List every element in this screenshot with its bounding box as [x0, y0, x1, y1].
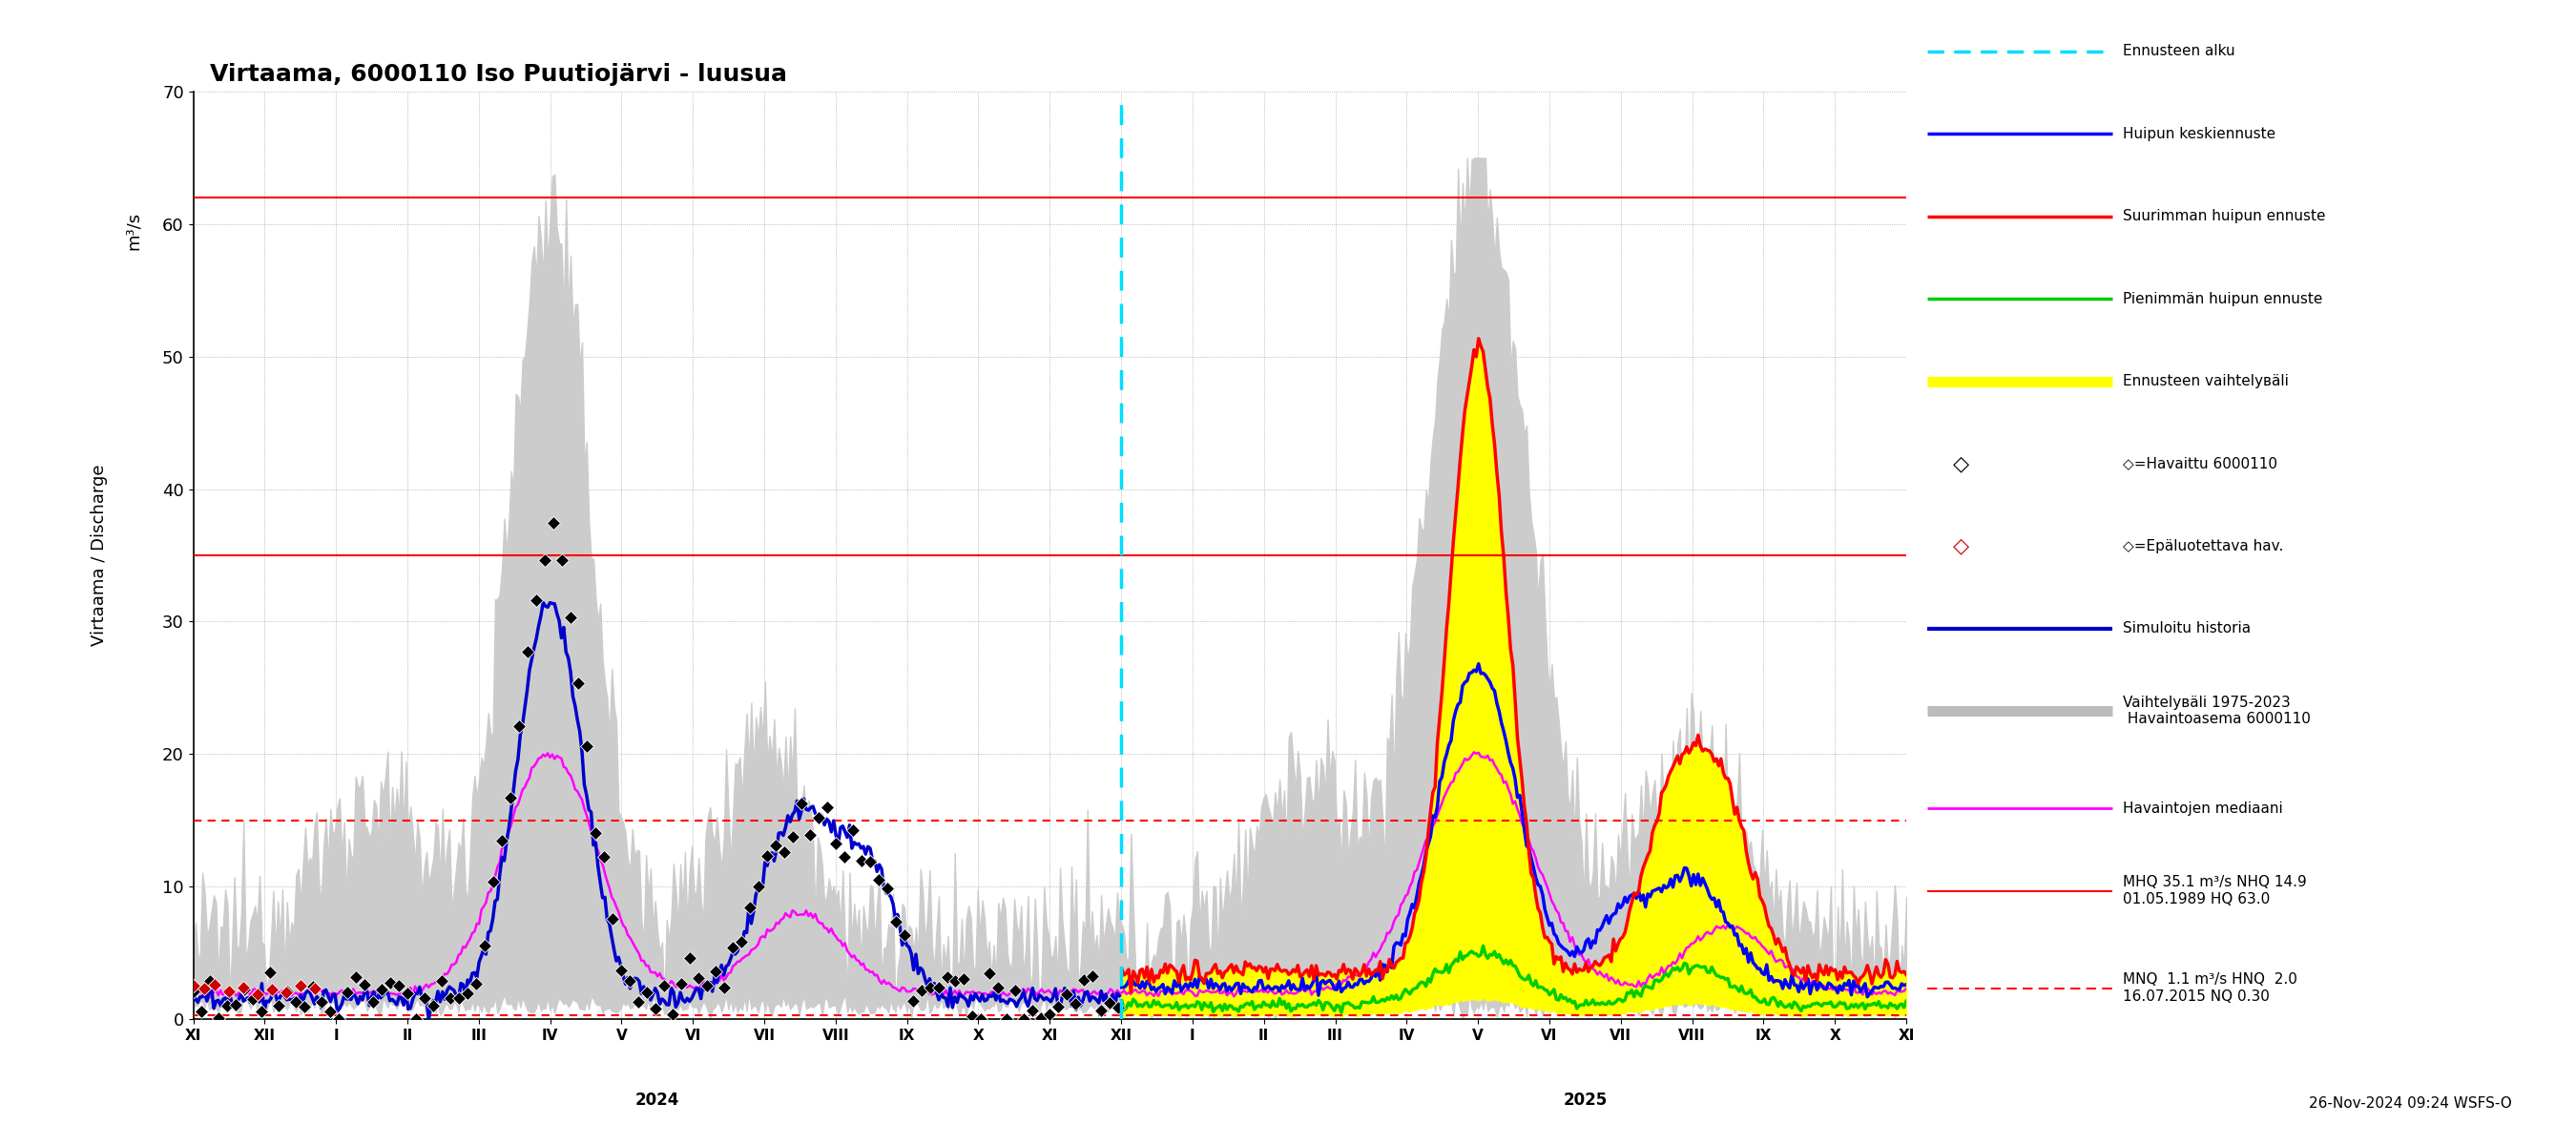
Text: Ennusteen vaihtelувäli: Ennusteen vaihtelувäli	[2123, 374, 2287, 388]
Text: Pienimmän huipun ennuste: Pienimmän huipun ennuste	[2123, 292, 2324, 306]
Text: Vaihtelувäli 1975-2023
 Havaintoasema 6000110: Vaihtelувäli 1975-2023 Havaintoasema 600…	[2123, 695, 2311, 726]
Text: MNQ  1.1 m³/s HNQ  2.0
16.07.2015 NQ 0.30: MNQ 1.1 m³/s HNQ 2.0 16.07.2015 NQ 0.30	[2123, 972, 2298, 1003]
Text: Simuloitu historia: Simuloitu historia	[2123, 622, 2251, 635]
Text: ◇=Epäluotettava hav.: ◇=Epäluotettava hav.	[2123, 539, 2282, 553]
Text: Virtaama, 6000110 Iso Puutiojärvi - luusua: Virtaama, 6000110 Iso Puutiojärvi - luus…	[211, 63, 788, 86]
Text: ◇: ◇	[1953, 537, 1968, 555]
Text: Suurimman huipun ennuste: Suurimman huipun ennuste	[2123, 210, 2326, 223]
Text: Ennusteen alku: Ennusteen alku	[2123, 45, 2236, 58]
Text: ◇: ◇	[1953, 455, 1968, 473]
Text: 26-Nov-2024 09:24 WSFS-O: 26-Nov-2024 09:24 WSFS-O	[2308, 1097, 2512, 1111]
Text: Havaintojen mediaani: Havaintojen mediaani	[2123, 802, 2282, 815]
Text: Virtaama / Discharge: Virtaama / Discharge	[90, 465, 108, 646]
Text: ◇=Havaittu 6000110: ◇=Havaittu 6000110	[2123, 457, 2277, 471]
Text: 2025: 2025	[1564, 1092, 1607, 1110]
Text: MHQ 35.1 m³/s NHQ 14.9
01.05.1989 HQ 63.0: MHQ 35.1 m³/s NHQ 14.9 01.05.1989 HQ 63.…	[2123, 875, 2306, 906]
Text: m³/s: m³/s	[124, 212, 142, 250]
Text: Huipun keskiennuste: Huipun keskiennuste	[2123, 127, 2275, 141]
Text: 2024: 2024	[636, 1092, 680, 1110]
